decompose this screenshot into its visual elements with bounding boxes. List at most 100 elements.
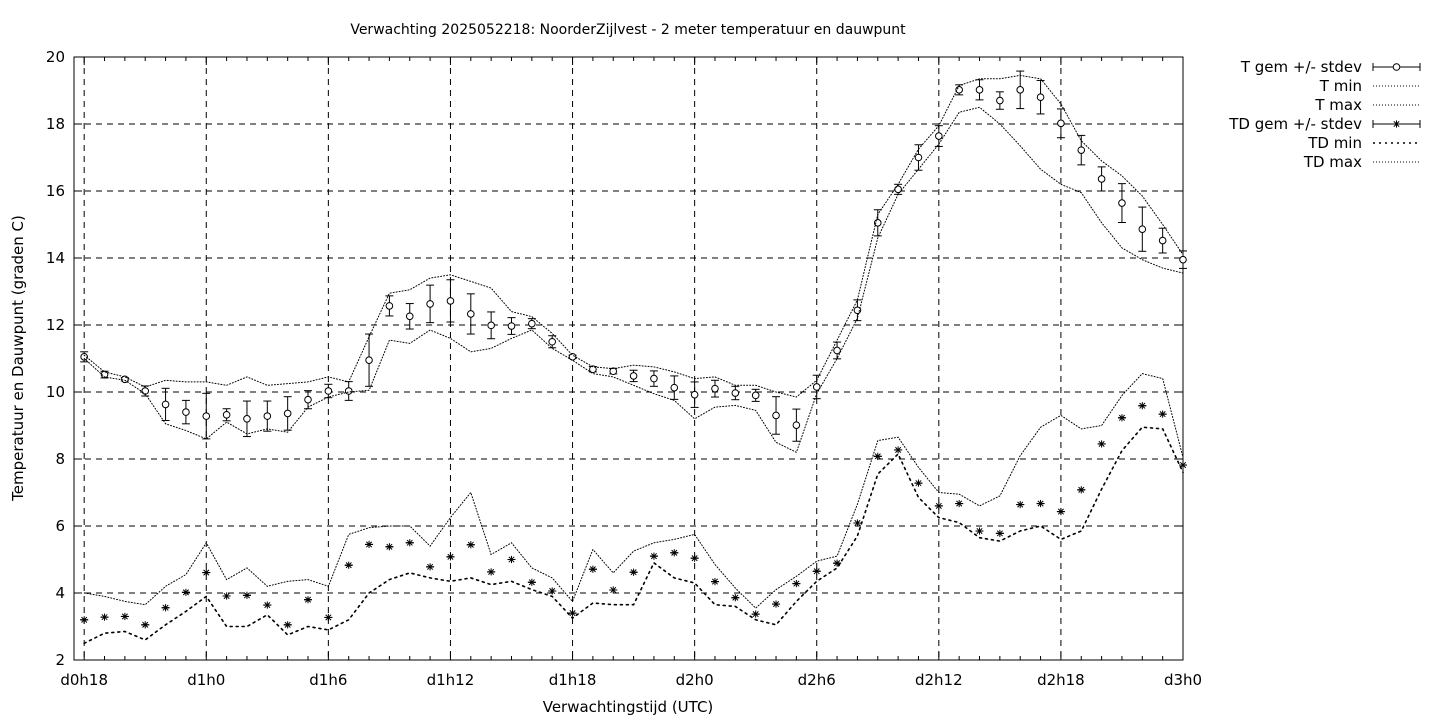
point-marker [975, 86, 984, 94]
data-point [446, 279, 455, 323]
y-tick-label: 10 [46, 383, 65, 401]
x-tick-label: d1h12 [427, 671, 475, 689]
data-point [1138, 402, 1147, 410]
point-marker [426, 300, 434, 308]
data-point [405, 539, 414, 547]
data-point [365, 333, 374, 387]
x-tick-label: d2h6 [798, 671, 836, 689]
data-point [304, 596, 313, 604]
point-marker [731, 389, 740, 397]
data-point [487, 311, 496, 340]
legend-item: TD max [1303, 153, 1420, 171]
data-point [934, 125, 943, 147]
data-point [1097, 166, 1106, 192]
series-line [83, 74, 1184, 398]
data-point [507, 555, 516, 564]
x-tick-label: d1h0 [187, 671, 225, 689]
data-point [751, 388, 760, 402]
point-marker [202, 568, 210, 577]
data-point [975, 527, 984, 535]
series-line [83, 106, 1184, 453]
point-marker [1159, 410, 1167, 418]
point-marker [914, 479, 923, 487]
point-marker [853, 306, 862, 315]
point-marker [100, 370, 109, 379]
data-point [344, 381, 353, 401]
data-point [955, 499, 964, 508]
data-point [670, 375, 679, 400]
point-marker [182, 588, 190, 596]
data-point [609, 586, 618, 594]
point-marker [100, 613, 109, 621]
data-point [568, 353, 577, 361]
point-marker [528, 578, 536, 586]
data-point [1158, 227, 1167, 254]
data-point [507, 317, 516, 335]
data-point [100, 370, 109, 379]
point-marker [507, 555, 516, 564]
series-6 [83, 373, 1184, 609]
point-marker [629, 568, 638, 576]
data-point [853, 519, 862, 527]
data-point [975, 79, 984, 101]
point-marker [161, 400, 170, 409]
point-marker [1016, 500, 1024, 509]
series-line [83, 373, 1184, 609]
point-marker [812, 383, 821, 391]
data-point [894, 183, 903, 195]
data-point [629, 369, 638, 383]
series-2 [83, 106, 1184, 453]
data-point [690, 381, 699, 408]
legend-label: T gem +/- stdev [1240, 58, 1362, 76]
point-marker [385, 302, 394, 310]
point-marker [772, 600, 780, 608]
data-point [181, 588, 190, 596]
data-point [568, 609, 577, 617]
point-marker [141, 621, 149, 629]
point-marker [467, 541, 475, 549]
data-point [304, 390, 313, 410]
data-point [202, 568, 211, 577]
point-marker [609, 586, 617, 594]
legend-item: TD gem +/- stdev [1228, 115, 1421, 133]
point-marker [507, 322, 516, 330]
point-marker [629, 372, 638, 380]
data-point [222, 408, 231, 422]
data-point [466, 541, 475, 549]
point-marker [650, 552, 658, 560]
point-marker [446, 297, 455, 305]
x-tick-label: d2h18 [1037, 671, 1085, 689]
point-marker [344, 387, 353, 395]
point-marker [568, 609, 577, 617]
data-point [833, 559, 842, 567]
point-marker [385, 543, 394, 551]
data-point [649, 552, 658, 560]
legend-label: TD max [1303, 153, 1362, 171]
data-point [731, 594, 740, 602]
data-point [222, 592, 231, 600]
data-point [710, 379, 719, 398]
data-point [1077, 486, 1086, 494]
point-marker [202, 412, 211, 420]
data-point [344, 561, 353, 569]
data-point [181, 399, 190, 425]
y-tick-label: 14 [46, 249, 65, 267]
point-marker [405, 312, 414, 321]
data-point [1077, 134, 1086, 166]
series-line [83, 426, 1184, 645]
data-point [446, 553, 455, 561]
point-marker [609, 367, 618, 376]
point-marker [589, 565, 597, 573]
point-marker [914, 153, 923, 162]
data-point [812, 374, 821, 400]
series-1 [80, 70, 1187, 442]
point-marker [670, 549, 678, 557]
data-point [527, 318, 536, 330]
point-marker [548, 587, 556, 595]
point-marker [589, 365, 597, 374]
data-point [914, 479, 923, 487]
chart-title: Verwachting 2025052218: NoorderZijlvest … [350, 22, 906, 38]
point-marker [650, 374, 658, 383]
data-point [833, 341, 842, 360]
point-marker [1097, 175, 1106, 183]
